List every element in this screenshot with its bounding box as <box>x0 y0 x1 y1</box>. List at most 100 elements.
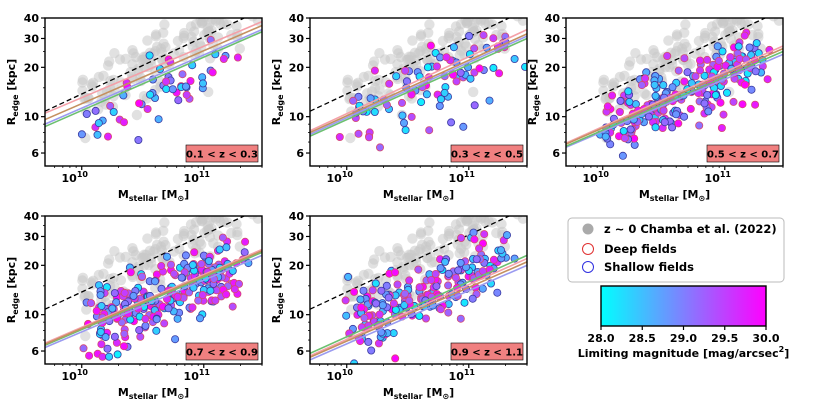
reference-point <box>742 18 746 19</box>
data-point <box>415 283 424 292</box>
data-point <box>680 77 689 86</box>
data-point <box>108 304 117 313</box>
fit-line-deep <box>310 28 527 132</box>
data-point <box>717 124 726 133</box>
reference-point <box>773 0 783 6</box>
y-tick-label: 30 <box>24 32 40 45</box>
data-point <box>608 91 617 100</box>
reference-point <box>248 4 258 14</box>
reference-point <box>598 74 610 86</box>
data-point <box>407 112 416 121</box>
data-point <box>729 97 738 106</box>
data-point <box>219 55 228 64</box>
reference-point <box>202 27 213 38</box>
legend-marker-shallow <box>582 261 594 273</box>
data-point <box>367 346 376 355</box>
data-point <box>452 77 461 86</box>
legend-label: z ~ 0 Chamba et al. (2022) <box>604 222 777 236</box>
data-point <box>166 260 175 269</box>
data-point <box>674 119 683 128</box>
data-point <box>460 298 469 307</box>
data-point <box>659 106 668 115</box>
data-point <box>169 269 178 278</box>
reference-point <box>501 198 511 208</box>
colorbar-tick-label: 29.0 <box>670 332 697 345</box>
reference-point <box>415 229 427 240</box>
data-point <box>472 255 481 264</box>
data-point <box>79 344 88 353</box>
data-point <box>389 299 398 308</box>
data-point <box>444 269 453 278</box>
data-point <box>344 272 353 281</box>
data-point <box>186 77 195 86</box>
data-point <box>110 332 119 341</box>
reference-point <box>487 19 498 30</box>
data-point <box>146 90 155 99</box>
data-point <box>135 326 144 335</box>
reference-point <box>734 0 744 2</box>
data-point <box>398 111 407 120</box>
reference-point <box>694 45 706 56</box>
data-point <box>441 257 450 266</box>
data-point <box>93 130 102 139</box>
data-point <box>663 52 672 61</box>
redshift-badge-label: 0.1 < z < 0.3 <box>186 150 258 161</box>
reference-point <box>750 18 754 19</box>
data-point <box>222 243 231 252</box>
data-point <box>414 265 423 274</box>
reference-point <box>486 18 490 19</box>
data-point <box>616 96 625 105</box>
reference-point <box>252 0 262 6</box>
reference-point <box>392 257 403 268</box>
data-point <box>112 298 121 307</box>
data-point <box>447 118 456 127</box>
data-point <box>109 108 118 117</box>
fit-line-deep <box>45 248 262 344</box>
reference-point <box>173 243 185 254</box>
data-point <box>436 264 445 273</box>
data-point <box>110 289 119 298</box>
x-tick-label: 1011 <box>184 170 211 185</box>
reference-point <box>204 18 215 29</box>
data-point <box>392 72 401 81</box>
data-point <box>349 96 358 105</box>
data-point <box>208 68 217 77</box>
data-point <box>502 231 511 240</box>
reference-point <box>248 216 254 217</box>
reference-point <box>234 43 245 54</box>
fit-line-ref <box>310 33 527 134</box>
reference-point <box>392 58 403 70</box>
reference-point <box>202 225 213 236</box>
reference-point <box>513 18 519 19</box>
data-point <box>475 64 484 73</box>
data-point <box>738 100 747 109</box>
reference-point <box>190 19 202 30</box>
data-point <box>444 281 453 290</box>
reference-point <box>178 32 189 44</box>
reference-point <box>248 202 258 212</box>
data-point <box>152 326 161 335</box>
reference-point <box>236 198 246 208</box>
data-point <box>233 53 242 62</box>
data-point <box>703 55 712 64</box>
data-point <box>432 282 441 291</box>
reference-point <box>213 0 223 2</box>
x-tick-label: 1010 <box>327 368 354 383</box>
panel-frame <box>44 17 263 167</box>
data-point <box>143 105 152 114</box>
y-axis-label: Redge [kpc] <box>270 257 285 323</box>
data-point <box>204 256 213 265</box>
data-point <box>401 126 410 135</box>
data-point <box>105 352 114 361</box>
data-point <box>215 245 224 254</box>
reference-point <box>221 216 225 217</box>
reference-point <box>102 258 114 269</box>
data-point <box>400 289 409 298</box>
data-point <box>228 302 237 311</box>
data-point <box>120 288 129 297</box>
data-point <box>672 110 681 119</box>
y-tick-label: 30 <box>289 32 305 45</box>
data-point <box>703 91 712 100</box>
data-point <box>173 314 182 323</box>
